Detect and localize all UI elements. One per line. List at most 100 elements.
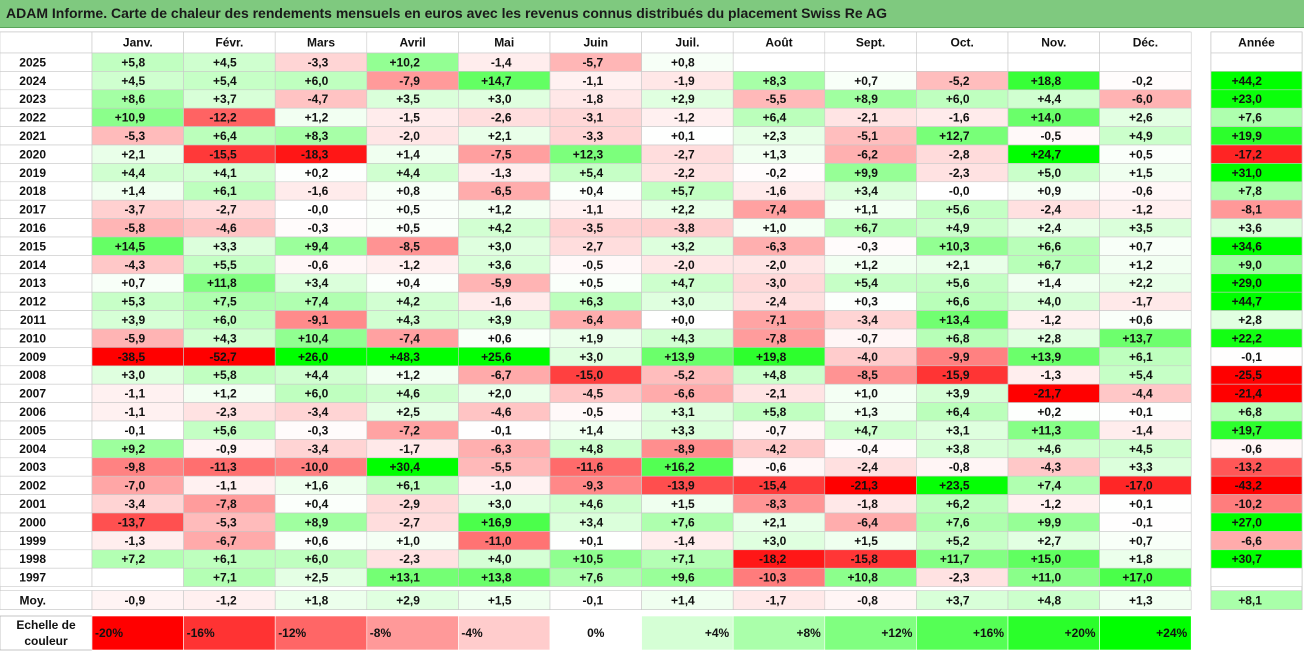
year-label: 2002 (19, 479, 46, 493)
heatmap-value-label: -1,0 (491, 479, 512, 493)
heatmap-value-label: -4,6 (216, 221, 237, 235)
year-label: 2009 (19, 350, 46, 364)
heatmap-value-label: +8,6 (121, 92, 145, 106)
heatmap-value-label: -0,3 (308, 221, 329, 235)
heatmap-value-label: +23,5 (939, 479, 970, 493)
heatmap-value-label: +3,9 (121, 313, 145, 327)
heatmap-value-label: -7,9 (399, 74, 420, 88)
heatmap-value-label: +5,0 (1037, 166, 1061, 180)
heatmap-value-label: +4,4 (121, 166, 145, 180)
heatmap-value-label: +5,3 (121, 295, 145, 309)
heatmap-value-label: +0,1 (579, 534, 603, 548)
year-label: 2022 (19, 111, 46, 125)
year-label: 2018 (19, 184, 46, 198)
heatmap-value-label: -7,4 (766, 203, 787, 217)
heatmap-value-label: -1,3 (491, 166, 512, 180)
heatmap-value-label: +48,3 (390, 350, 421, 364)
scale-label-line2: couleur (24, 634, 68, 648)
heatmap-value-label: +13,9 (664, 350, 695, 364)
annual-value-label: -21,4 (1235, 387, 1263, 401)
heatmap-value-label: -1,1 (216, 479, 237, 493)
heatmap-value-label: -7,2 (399, 423, 420, 437)
heatmap-value-label: +9,4 (305, 239, 329, 253)
heatmap-value-label: +0,5 (396, 203, 420, 217)
heatmap-value-label: +0,7 (121, 276, 145, 290)
header-corner-cell (0, 31, 93, 54)
year-cell (0, 218, 93, 238)
heatmap-value-label: -11,6 (576, 460, 603, 474)
heatmap-value-label: +1,3 (763, 147, 787, 161)
year-cell (0, 402, 93, 422)
heatmap-value-label: -15,9 (942, 368, 970, 382)
heatmap-value-label: +0,5 (396, 221, 420, 235)
heatmap-value-label: +1,5 (1129, 166, 1153, 180)
annual-value-label: -0,1 (1241, 350, 1262, 364)
heatmap-value-label: +9,6 (671, 571, 695, 585)
heatmap-value-label: +6,8 (946, 331, 970, 345)
year-cell (0, 512, 93, 532)
year-label: 2017 (19, 203, 46, 217)
heatmap-value-label: -15,0 (576, 368, 604, 382)
annual-value-label: +29,0 (1232, 276, 1263, 290)
heatmap-value-label: +2,6 (1129, 111, 1153, 125)
heatmap-value-label: +5,4 (854, 276, 878, 290)
heatmap-value-label: +1,2 (854, 258, 878, 272)
heatmap-value-label: -3,4 (308, 442, 329, 456)
heatmap-value-label: +3,9 (488, 313, 512, 327)
heatmap-value-label: -1,9 (674, 74, 695, 88)
year-cell (0, 291, 93, 311)
heatmap-value-label: -1,2 (674, 111, 695, 125)
heatmap-value-label: +10,2 (390, 55, 421, 69)
heatmap-value-label: +3,3 (671, 423, 695, 437)
year-label: 2019 (19, 166, 46, 180)
heatmap-value-label: +2,1 (946, 258, 970, 272)
heatmap-value-label: -1,8 (857, 497, 878, 511)
annual-value-label: +27,0 (1232, 515, 1263, 529)
heatmap-value-label: +0,4 (305, 497, 329, 511)
heatmap-value-label: +1,4 (579, 423, 603, 437)
scale-swatch (274, 615, 368, 651)
heatmap-value-label: +4,6 (579, 497, 603, 511)
year-label: 2004 (19, 442, 46, 456)
heatmap-value-label: +0,5 (579, 276, 603, 290)
heatmap-value-label: -1,6 (766, 184, 787, 198)
heatmap-value-label: +1,0 (854, 387, 878, 401)
annual-value-label: +22,2 (1232, 331, 1263, 345)
scale-swatch (1099, 615, 1192, 651)
annual-value-label: +19,9 (1232, 129, 1263, 143)
annual-value-label: +44,2 (1232, 74, 1263, 88)
heatmap-value-label: +2,1 (121, 147, 145, 161)
heatmap-value-label: -7,4 (399, 331, 420, 345)
heatmap-value-label: -0,7 (857, 331, 878, 345)
heatmap-value-label: +3,0 (121, 368, 145, 382)
avg-annual-value-label: +8,1 (1238, 593, 1262, 607)
heatmap-value-label: +8,9 (305, 515, 329, 529)
heatmap-value-label: +5,6 (213, 423, 237, 437)
year-cell (0, 531, 93, 551)
heatmap-value-label: -2,7 (674, 147, 695, 161)
annual-value-label: +44,7 (1232, 295, 1263, 309)
heatmap-value-label: -2,1 (857, 111, 878, 125)
heatmap-value-label: -4,3 (1040, 460, 1061, 474)
heatmap-value-label: -2,7 (216, 203, 237, 217)
heatmap-value-label: +7,1 (671, 552, 695, 566)
year-cell (0, 71, 93, 91)
heatmap-value-label: -1,1 (582, 203, 603, 217)
avg-value-label: -0,1 (582, 593, 603, 607)
heatmap-value-label: -2,4 (1040, 203, 1061, 217)
heatmap-value-label: +3,1 (671, 405, 695, 419)
scale-swatch (824, 615, 917, 651)
heatmap-value-label: -9,1 (308, 313, 329, 327)
heatmap-value-label: -0,9 (216, 442, 237, 456)
heatmap-value-label: -7,0 (124, 479, 145, 493)
heatmap-value-label: -1,1 (124, 387, 145, 401)
heatmap-value-label: +6,1 (396, 479, 420, 493)
annual-value-label: +3,6 (1238, 221, 1262, 235)
heatmap-value-label: -3,4 (308, 405, 329, 419)
heatmap-value-label: +2,2 (1129, 276, 1153, 290)
heatmap-value-label: +1,2 (396, 368, 420, 382)
heatmap-value-label: +4,4 (1037, 92, 1061, 106)
heatmap-value-label: +13,9 (1031, 350, 1062, 364)
heatmap-value-label: -0,6 (1132, 184, 1153, 198)
heatmap-value-label: -5,3 (124, 129, 145, 143)
